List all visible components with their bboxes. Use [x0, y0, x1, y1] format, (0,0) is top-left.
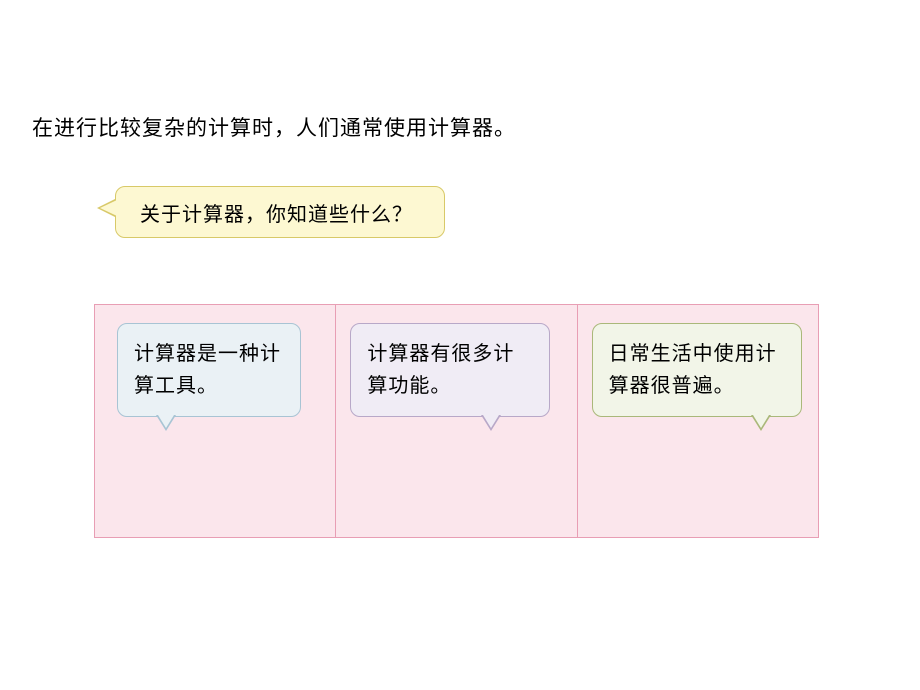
panel-2: 计算器有很多计算功能。 [336, 304, 577, 538]
answer-tail-2-inner [483, 415, 499, 428]
intro-text: 在进行比较复杂的计算时，人们通常使用计算器。 [32, 112, 516, 142]
answer-bubble-2: 计算器有很多计算功能。 [350, 323, 550, 417]
question-bubble-tail-inner [100, 200, 117, 216]
answer-bubble-1: 计算器是一种计算工具。 [117, 323, 301, 417]
panel-3: 日常生活中使用计算器很普遍。 [578, 304, 819, 538]
panel-1: 计算器是一种计算工具。 [94, 304, 336, 538]
answer-text-2: 计算器有很多计算功能。 [367, 343, 514, 397]
answer-text-3: 日常生活中使用计算器很普遍。 [609, 343, 777, 397]
answer-tail-1-inner [158, 415, 174, 428]
answer-bubble-3: 日常生活中使用计算器很普遍。 [592, 323, 802, 417]
answer-text-1: 计算器是一种计算工具。 [134, 343, 281, 397]
panels-container: 计算器是一种计算工具。 计算器有很多计算功能。 日常生活中使用计算器很普遍。 [94, 304, 819, 538]
answer-tail-3-inner [753, 415, 769, 428]
question-bubble: 关于计算器，你知道些什么？ [115, 186, 445, 238]
question-text: 关于计算器，你知道些什么？ [140, 198, 413, 227]
